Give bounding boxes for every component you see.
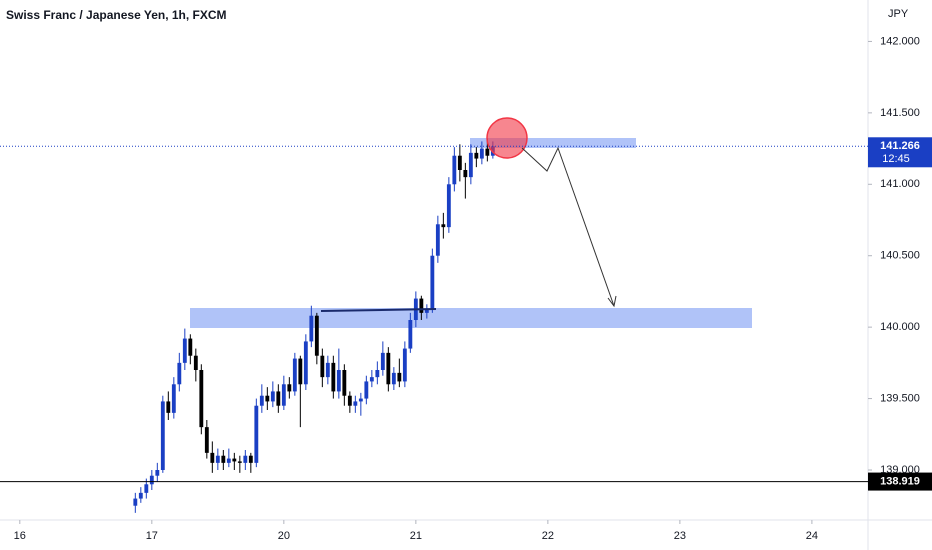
candle-body: [331, 362, 336, 392]
candle-body: [177, 362, 182, 385]
candle-body: [320, 355, 325, 378]
x-tick-label: 17: [146, 530, 158, 542]
y-tick-label: 141.000: [880, 178, 920, 190]
candle-body: [276, 391, 281, 406]
demand-zone: [190, 308, 752, 328]
candle-body: [336, 370, 341, 392]
y-axis-label: JPY: [888, 8, 909, 20]
candle-body: [303, 341, 308, 385]
candle-body: [408, 320, 413, 349]
x-tick-label: 21: [410, 530, 422, 542]
last-price-label: 141.266: [880, 140, 920, 152]
marked-level-label: 138.919: [880, 475, 920, 487]
candle-body: [204, 427, 209, 453]
candle-body: [474, 152, 479, 159]
candle-body: [369, 377, 374, 382]
candle-body: [391, 372, 396, 385]
candle-body: [133, 498, 138, 506]
y-tick-label: 139.500: [880, 392, 920, 404]
candle-body: [325, 362, 330, 378]
marked-level-tag: [868, 472, 932, 491]
candle-body: [221, 455, 226, 463]
candle-body: [243, 455, 248, 463]
last-price-tag: [868, 137, 932, 168]
candle-body: [435, 224, 440, 256]
candle-body: [314, 315, 319, 356]
countdown-label: 12:45: [882, 153, 910, 165]
candle-body: [446, 184, 451, 228]
candle-body: [237, 461, 242, 463]
candle-body: [287, 384, 292, 392]
candle-body: [193, 355, 198, 370]
candle-body: [298, 358, 303, 385]
candle-body: [463, 170, 468, 178]
candle-body: [397, 372, 402, 382]
candle-body: [155, 470, 160, 476]
candle-body: [259, 395, 264, 406]
candle-body: [358, 398, 363, 402]
candle-body: [353, 401, 358, 406]
trend-line: [320, 308, 437, 312]
candle-body: [215, 455, 220, 463]
projection-path: [521, 146, 615, 307]
candle-body: [232, 458, 237, 462]
candle-body: [270, 391, 275, 402]
candle-body: [342, 370, 347, 396]
candle-body: [182, 338, 187, 363]
x-tick-label: 22: [542, 530, 554, 542]
y-tick-label: 140.500: [880, 250, 920, 262]
candle-body: [430, 255, 435, 310]
arrow-head: [607, 295, 617, 308]
candle-body: [364, 381, 369, 399]
candle-body: [375, 370, 380, 378]
candle-body: [188, 338, 193, 356]
candle-body: [265, 395, 270, 402]
y-tick-label: 142.000: [880, 35, 920, 47]
candle-body: [144, 484, 149, 493]
candle-body: [309, 315, 314, 342]
candle-body: [402, 348, 407, 382]
candle-body: [424, 310, 429, 313]
x-tick-label: 16: [14, 530, 26, 542]
candle-body: [452, 155, 457, 185]
candle-body: [347, 395, 352, 406]
candle-body: [210, 452, 215, 463]
y-tick-label: 141.500: [880, 107, 920, 119]
candle-body: [380, 352, 385, 370]
candle-body: [171, 384, 176, 413]
candle-body: [248, 455, 253, 463]
candle-body: [254, 405, 259, 463]
candle-body: [419, 298, 424, 313]
candle-body: [468, 152, 473, 178]
candle-body: [149, 475, 154, 485]
x-tick-label: 23: [674, 530, 686, 542]
candle-body: [166, 401, 171, 413]
y-tick-label: 140.000: [880, 321, 920, 333]
candle-body: [292, 358, 297, 392]
candle-body: [199, 370, 204, 428]
candle-body: [457, 155, 462, 170]
x-tick-label: 24: [806, 530, 818, 542]
candle-body: [441, 224, 446, 228]
x-tick-label: 20: [278, 530, 290, 542]
candle-body: [281, 384, 286, 406]
candle-body: [386, 352, 391, 385]
candle-body: [485, 148, 490, 156]
highlight-circle: [486, 117, 528, 159]
candle-body: [138, 492, 143, 499]
candle-body: [226, 458, 231, 463]
chart-title: Swiss Franc / Japanese Yen, 1h, FXCM: [6, 8, 227, 22]
supply-zone: [470, 138, 636, 148]
candle-body: [479, 148, 484, 159]
candle-body: [160, 401, 165, 470]
